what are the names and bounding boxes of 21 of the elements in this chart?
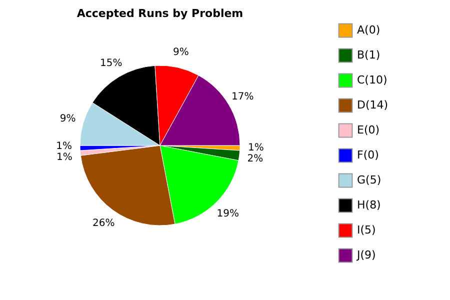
- data-label: 9%: [60, 114, 76, 125]
- data-label: 1%: [56, 141, 72, 152]
- data-label: 1%: [56, 152, 72, 164]
- legend-label: G(5): [357, 174, 382, 186]
- data-label: 19%: [216, 208, 239, 220]
- legend-label: A(0): [357, 24, 380, 36]
- legend-label: B(1): [357, 48, 380, 62]
- legend-label: E(0): [357, 124, 380, 136]
- legend-label: F(0): [357, 148, 379, 162]
- chart-title: Accepted Runs by Problem: [76, 7, 244, 20]
- data-label: 17%: [232, 92, 254, 103]
- data-label: 26%: [92, 218, 115, 230]
- data-label: 9%: [173, 46, 189, 58]
- data-label: 2%: [247, 154, 264, 165]
- legend-label: C(10): [357, 74, 388, 86]
- legend-label: D(14): [357, 98, 388, 112]
- legend-label: I(5): [357, 224, 376, 236]
- data-label: 15%: [100, 58, 122, 69]
- legend-label: J(9): [356, 248, 376, 262]
- legend-label: H(8): [357, 198, 381, 212]
- data-label: 1%: [248, 142, 264, 154]
